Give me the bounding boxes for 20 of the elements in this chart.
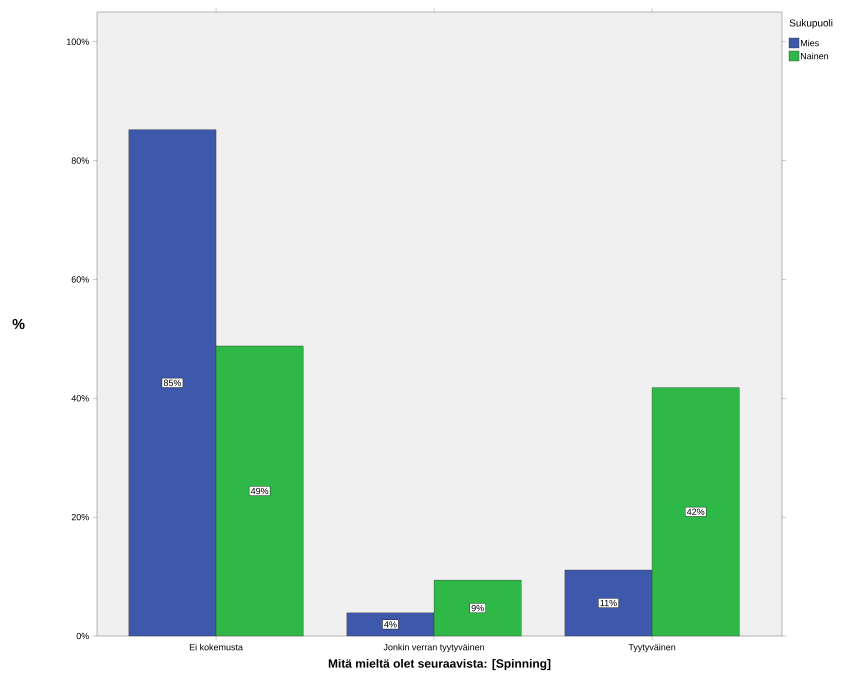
legend-title: Sukupuoli xyxy=(790,19,832,28)
y-tick-label: 100% xyxy=(66,38,89,45)
data-label: 85% xyxy=(164,380,182,386)
data-label: 11% xyxy=(600,600,617,606)
data-label: 9% xyxy=(472,604,484,612)
x-axis-title: Mitä mieltä olet seuraavista: [Spinning] xyxy=(328,658,550,670)
legend-label: Mies xyxy=(800,40,819,46)
y-tick-label: 80% xyxy=(72,157,89,164)
y-tick-label: 0% xyxy=(76,632,89,640)
data-label: 4% xyxy=(384,621,397,628)
y-tick-label: 20% xyxy=(72,514,89,520)
y-tick-label: 60% xyxy=(72,276,89,283)
x-tick-label: Tyytyväinen xyxy=(628,644,676,652)
data-label: 49% xyxy=(250,488,268,494)
data-label: 42% xyxy=(686,508,704,515)
legend-label: Nainen xyxy=(800,52,828,60)
x-tick-label: Ei kokemusta xyxy=(190,644,243,650)
x-tick-label: Jonkin verran tyytyväinen xyxy=(384,644,484,652)
y-axis-title: % xyxy=(12,318,25,330)
y-tick-label: 40% xyxy=(71,395,89,402)
